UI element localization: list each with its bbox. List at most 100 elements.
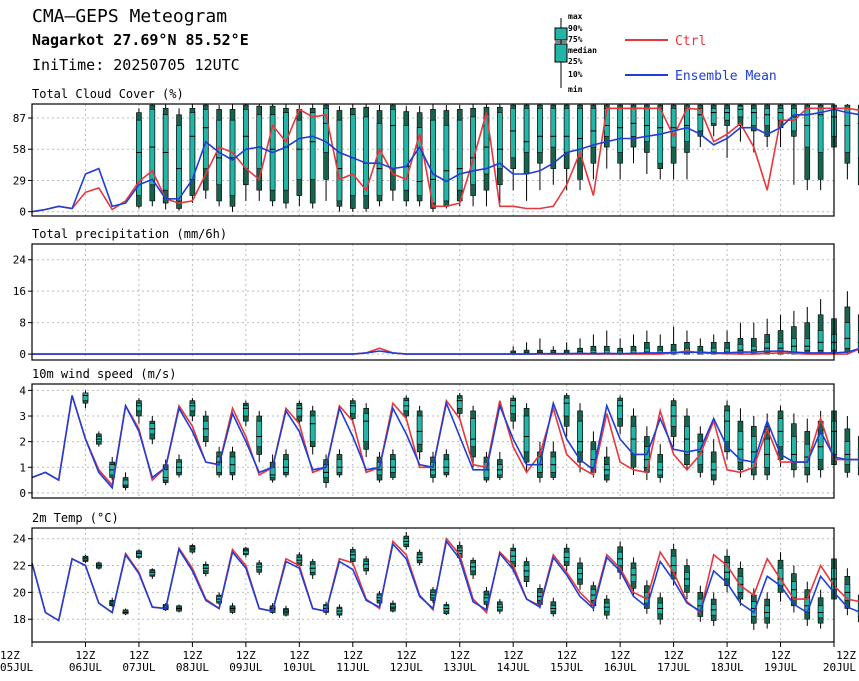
box-25-75 <box>630 108 637 137</box>
box-25-75 <box>122 479 129 487</box>
legend-label-90: 90% <box>568 24 583 33</box>
ensemble-box <box>657 104 664 180</box>
ensemble-box <box>389 600 396 613</box>
ensemble-box <box>496 451 503 481</box>
box-25-75 <box>456 397 463 409</box>
box-25-75 <box>523 108 530 153</box>
ensemble-box <box>563 544 570 571</box>
ensemble-box <box>229 446 236 481</box>
box-25-75 <box>523 415 530 453</box>
ensemble-box <box>242 400 249 427</box>
box-25-75 <box>136 551 142 557</box>
ensemble-box <box>617 338 624 355</box>
ensemble-box <box>202 410 209 447</box>
ensemble-box <box>777 405 784 468</box>
ensemble-box <box>630 408 637 475</box>
ensemble-box <box>670 326 677 355</box>
box-25-75 <box>617 400 623 419</box>
ctrl-line <box>32 347 859 355</box>
ensemble-box <box>737 322 744 355</box>
box-25-75 <box>804 338 811 351</box>
box-25-75 <box>376 123 383 196</box>
ensemble-box <box>416 106 423 207</box>
box-25-75 <box>309 415 316 442</box>
y-tick-label: 18 <box>13 613 26 626</box>
ensemble-box <box>764 592 771 629</box>
ensemble-box <box>817 104 824 191</box>
box-25-75 <box>617 108 623 153</box>
box-25-75 <box>256 420 263 448</box>
x-tick-label-hour: 12Z <box>343 649 363 662</box>
x-tick-label-hour: 12Z <box>236 649 256 662</box>
box-25-75 <box>136 402 142 412</box>
ensemble-box <box>523 104 530 201</box>
ensemble-box <box>577 557 584 590</box>
box-25-75 <box>456 119 463 191</box>
ensemble-box <box>242 104 249 201</box>
x-tick-label-date: 09JUL <box>229 661 262 674</box>
legend-label-median: median <box>568 45 597 55</box>
legend-label-max: max <box>568 12 583 21</box>
box-25-75 <box>243 405 249 417</box>
ensemble-box <box>363 403 370 458</box>
x-tick-label-date: 19JUL <box>764 661 797 674</box>
box-25-75 <box>202 109 209 169</box>
ensemble-box <box>176 454 183 478</box>
ensemble-box <box>403 106 410 207</box>
ensemble-box <box>216 105 223 207</box>
box-25-75 <box>363 561 369 569</box>
ensemble-box <box>804 418 811 483</box>
x-tick-label-hour: 12Z <box>664 649 684 662</box>
ensemble-box <box>683 104 690 180</box>
y-tick-label: 3 <box>19 410 26 423</box>
box-25-75 <box>657 108 664 164</box>
ensemble-box <box>577 403 584 473</box>
ensemble-box <box>256 560 263 575</box>
ensemble-box <box>724 104 731 158</box>
ensemble-box <box>804 581 811 626</box>
box-25-75 <box>630 425 637 455</box>
y-tick-label: 0 <box>19 206 26 219</box>
box-25-75 <box>283 112 289 191</box>
box-25-75 <box>349 402 356 414</box>
box-25-75 <box>577 420 583 453</box>
ensemble-box <box>657 444 664 483</box>
ensemble-box <box>724 400 731 460</box>
box-25-75 <box>336 459 343 473</box>
box-25-75 <box>470 116 476 186</box>
ensemble-box <box>657 334 664 355</box>
panel-frame <box>31 243 835 361</box>
box-25-75 <box>443 459 450 473</box>
ensemble-box <box>630 334 637 355</box>
box-25-75 <box>390 109 396 169</box>
x-axis <box>31 642 835 647</box>
ensemble-box <box>697 585 704 622</box>
ensemble-box <box>403 532 410 550</box>
ensemble-box <box>496 599 503 614</box>
x-tick-label-date: 15JUL <box>550 661 583 674</box>
ensemble-box <box>697 426 704 478</box>
ensemble-box <box>817 589 824 629</box>
ensemble-box <box>483 587 490 609</box>
ensemble-box <box>737 408 744 478</box>
box-25-75 <box>162 469 169 481</box>
ensemble-box <box>844 291 851 355</box>
x-tick-label-hour: 12Z <box>610 649 630 662</box>
x-tick-label-hour: 12Z <box>717 649 737 662</box>
ensemble-box <box>590 104 597 180</box>
box-25-75 <box>296 405 303 417</box>
box-25-75 <box>416 127 423 196</box>
x-tick-label-hour: 12Z <box>129 649 149 662</box>
ensemble-box <box>176 108 183 211</box>
ensemble-box <box>603 446 610 483</box>
y-tick-label: 87 <box>13 112 26 125</box>
box-25-75 <box>430 119 436 204</box>
box-25-75 <box>764 342 770 353</box>
box-25-75 <box>563 551 570 562</box>
box-25-75 <box>644 446 650 468</box>
ensemble-box <box>416 405 423 460</box>
ensemble-box <box>670 398 677 447</box>
ensemble-box <box>189 398 196 422</box>
ensemble-box <box>563 342 570 355</box>
